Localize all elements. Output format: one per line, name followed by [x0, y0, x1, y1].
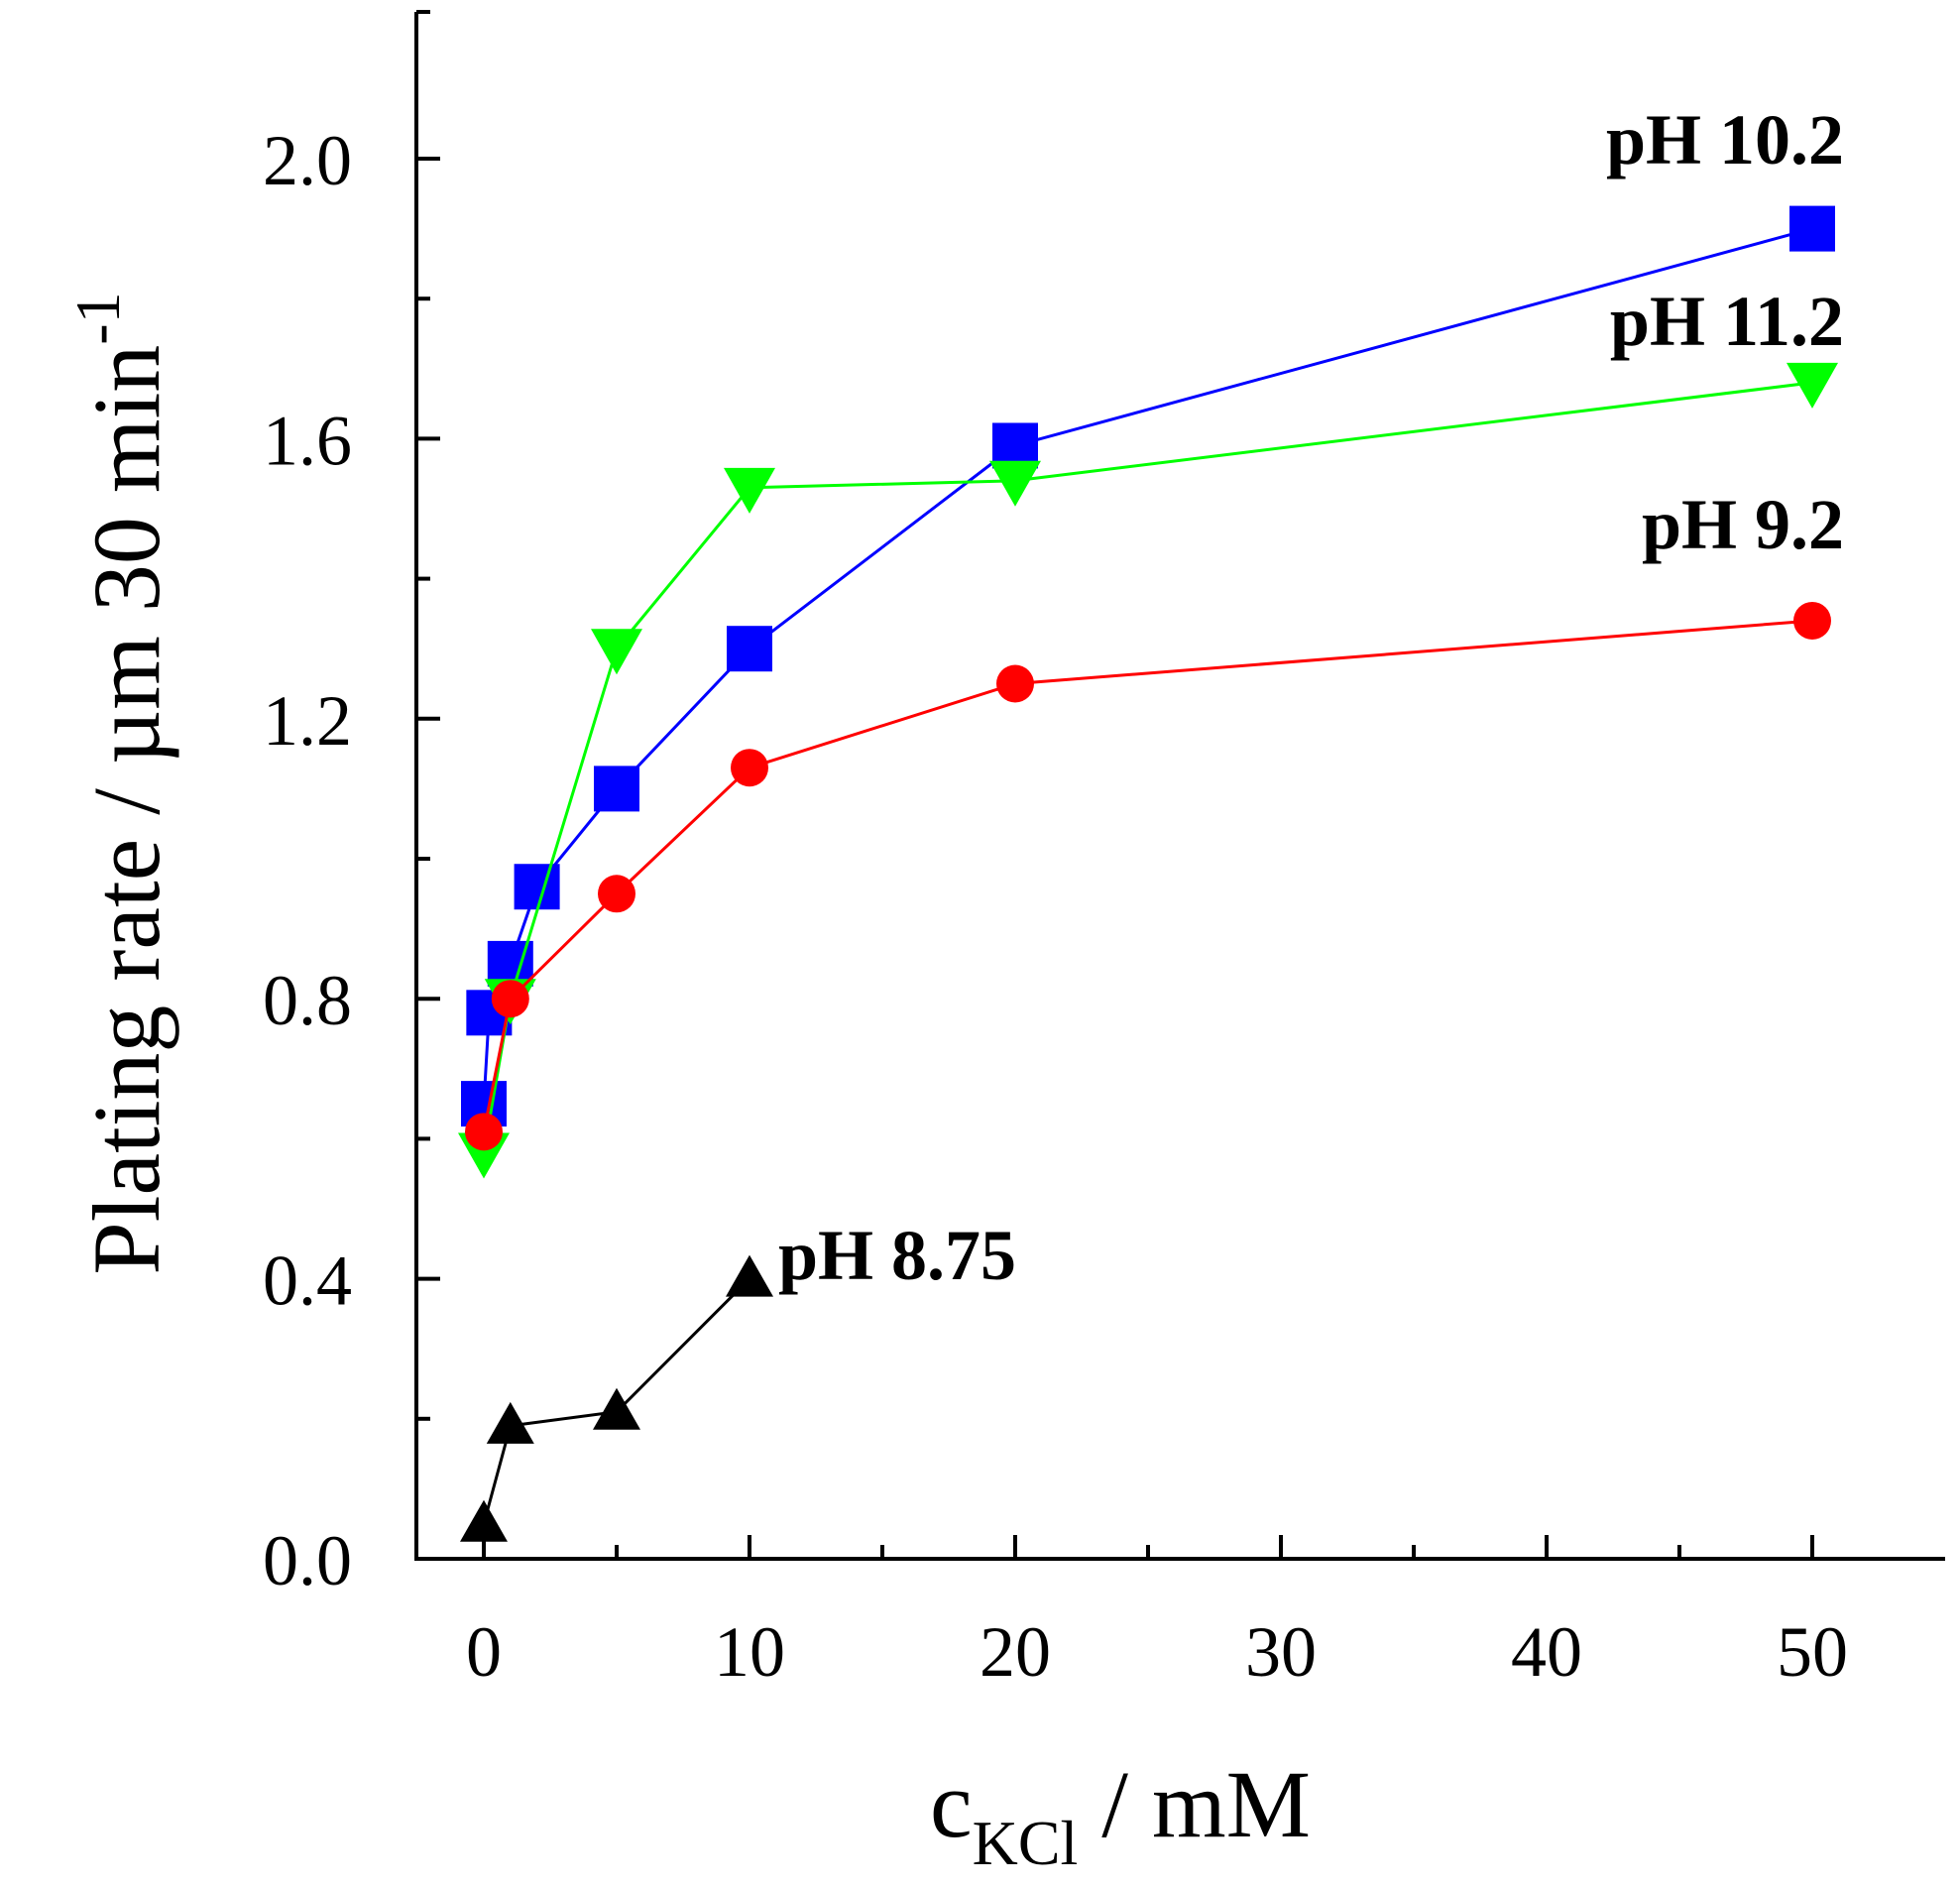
data-point-ph-11-2	[724, 467, 775, 514]
data-point-ph-9-2	[465, 1113, 503, 1151]
series-line-ph-9-2	[482, 619, 1813, 1132]
series-line-ph-11-2	[482, 381, 1813, 1153]
y-axis-label: Plating rate / µm 30 min-1	[62, 292, 179, 1274]
axes	[414, 12, 1945, 1561]
series-ph-9-2	[465, 601, 1831, 1151]
y-tick-label: 1.2	[263, 681, 352, 761]
data-point-ph-10-2	[1789, 205, 1835, 252]
data-point-ph-11-2	[591, 629, 642, 675]
series-layer	[458, 205, 1838, 1542]
x-tick-label: 0	[466, 1612, 502, 1692]
data-point-ph-11-2	[989, 460, 1041, 507]
series-label-ph-11-2: pH 11.2	[1610, 282, 1844, 361]
data-point-ph-8-75	[726, 1254, 773, 1297]
y-tick-label: 0.8	[263, 961, 352, 1040]
data-point-ph-8-75	[593, 1387, 640, 1430]
tick-labels: 0 10 20 30 40 50 0.0 0.4 0.8 1.2 1.6 2.0	[263, 121, 1848, 1692]
y-tick-label: 1.6	[263, 401, 352, 480]
data-point-ph-11-2	[1787, 362, 1838, 409]
series-label-ph-10-2: pH 10.2	[1606, 100, 1844, 179]
data-point-ph-9-2	[1793, 601, 1831, 640]
data-point-ph-9-2	[598, 875, 635, 913]
x-axis-label: cKCl / mM	[930, 1751, 1311, 1878]
series-ph-11-2	[458, 362, 1838, 1179]
x-tick-label: 40	[1511, 1612, 1582, 1692]
y-axis-label-main: Plating rate / µm 30 min	[73, 345, 179, 1275]
data-point-ph-8-75	[486, 1401, 534, 1444]
data-point-ph-9-2	[996, 664, 1034, 703]
y-tick-label: 0.4	[263, 1241, 352, 1321]
x-tick-label: 50	[1777, 1612, 1848, 1692]
x-tick-label: 20	[980, 1612, 1051, 1692]
data-point-ph-8-75	[460, 1499, 508, 1542]
data-point-ph-9-2	[731, 749, 768, 787]
y-tick-label: 2.0	[263, 121, 352, 200]
series-label-ph-9-2: pH 9.2	[1642, 485, 1844, 564]
x-axis-label-subscript: KCl	[973, 1808, 1079, 1878]
y-tick-label: 0.0	[263, 1521, 352, 1600]
x-tick-label: 30	[1245, 1612, 1317, 1692]
series-ph-8-75	[460, 1254, 773, 1542]
series-line-ph-8-75	[482, 1277, 751, 1525]
data-point-ph-10-2	[514, 864, 560, 910]
x-axis-label-main: c	[930, 1751, 973, 1857]
data-point-ph-10-2	[594, 766, 639, 812]
x-tick-label: 10	[714, 1612, 785, 1692]
ticks	[416, 10, 1814, 1561]
y-axis-label-superscript: -1	[62, 292, 133, 344]
x-axis-label-suffix: / mM	[1078, 1751, 1311, 1857]
series-label-ph-8-75: pH 8.75	[778, 1216, 1016, 1295]
data-point-ph-10-2	[727, 626, 772, 672]
series-labels: pH 10.2 pH 11.2 pH 9.2 pH 8.75	[778, 100, 1844, 1295]
data-point-ph-9-2	[491, 980, 529, 1018]
